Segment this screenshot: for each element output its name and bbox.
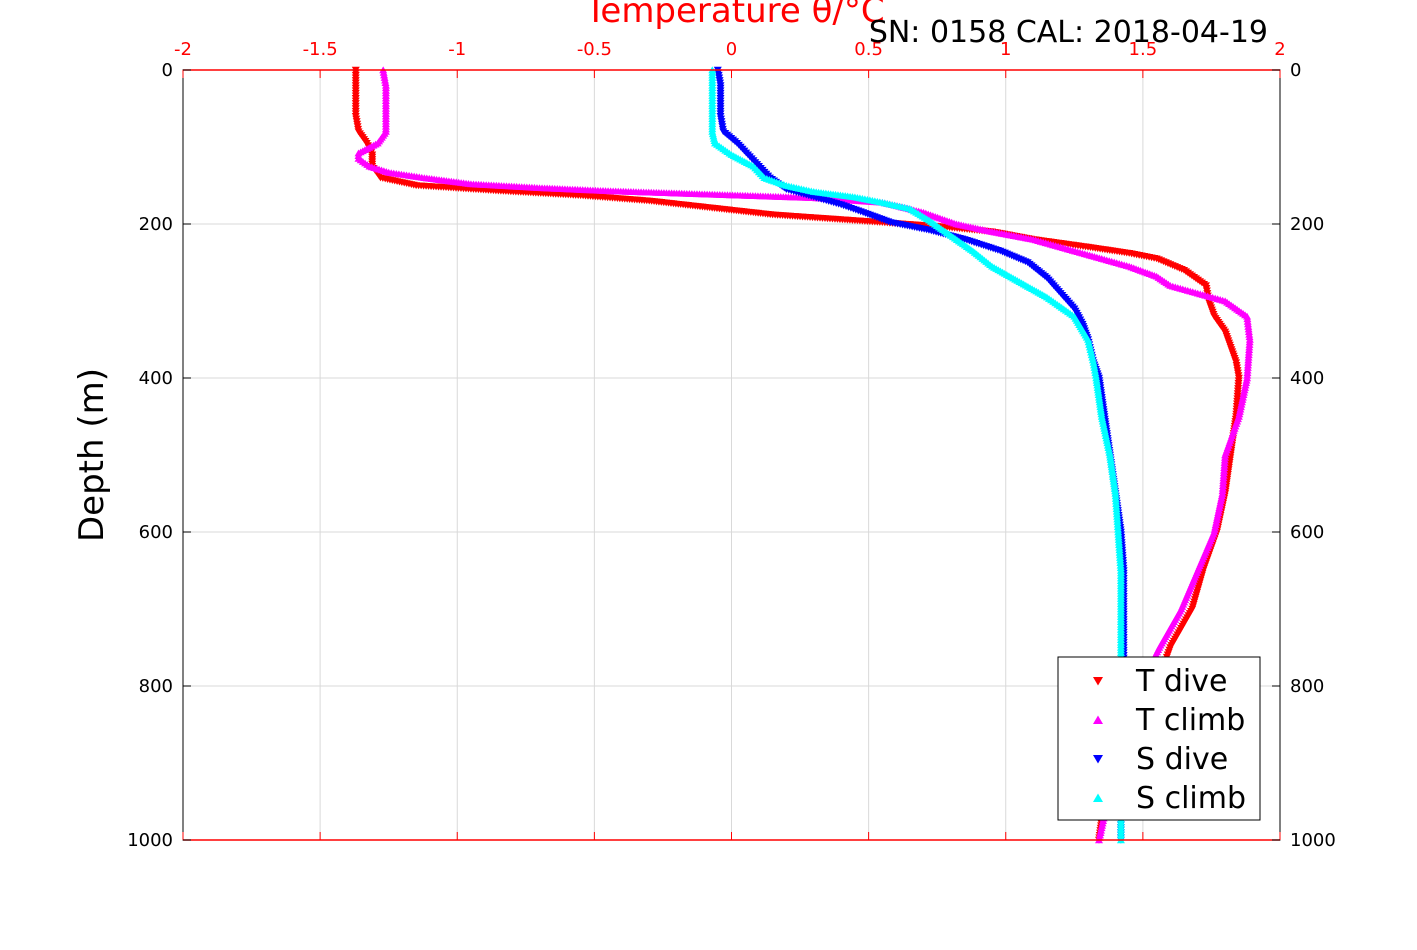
x-tick-label: -1	[448, 39, 466, 60]
series-t-dive	[351, 66, 1243, 844]
legend: T dive T climb S dive S climb	[1057, 656, 1261, 821]
y-tick-label-left: 800	[139, 676, 173, 697]
legend-label: T dive	[1135, 664, 1227, 699]
y-tick-label-left: 200	[139, 214, 173, 235]
legend-label: T climb	[1135, 703, 1245, 738]
y-axis-label: Depth (m)	[72, 368, 112, 542]
legend-label: S dive	[1136, 742, 1228, 777]
chart-subtitle: SN: 0158 CAL: 2018-04-19	[869, 15, 1268, 50]
y-tick-label-left: 0	[162, 60, 173, 81]
x-tick-label: -2	[174, 39, 192, 60]
legend-marker	[1093, 677, 1103, 686]
legend-label: S climb	[1136, 781, 1246, 816]
x-tick-label: 2	[1274, 39, 1285, 60]
y-tick-label-right: 600	[1290, 522, 1324, 543]
x-tick-label: 0	[726, 39, 737, 60]
x-tick-label: -0.5	[577, 39, 612, 60]
y-tick-label-left: 600	[139, 522, 173, 543]
x-tick-label: 1	[1000, 39, 1011, 60]
chart-title: Temperature θ/°C	[584, 0, 884, 31]
x-tick-label: 1.5	[1129, 39, 1158, 60]
legend-marker	[1093, 715, 1103, 724]
legend-box	[1057, 656, 1261, 821]
y-tick-label-left: 1000	[127, 830, 173, 851]
legend-marker	[1093, 755, 1103, 764]
y-tick-label-right: 800	[1290, 676, 1324, 697]
y-tick-label-left: 400	[139, 368, 173, 389]
x-tick-label: -1.5	[303, 39, 338, 60]
y-tick-label-right: 400	[1290, 368, 1324, 389]
y-tick-label-right: 200	[1290, 214, 1324, 235]
y-tick-label-right: 1000	[1290, 830, 1336, 851]
x-tick-label: 0.5	[854, 39, 883, 60]
legend-marker	[1093, 793, 1103, 802]
y-tick-label-right: 0	[1290, 60, 1301, 81]
